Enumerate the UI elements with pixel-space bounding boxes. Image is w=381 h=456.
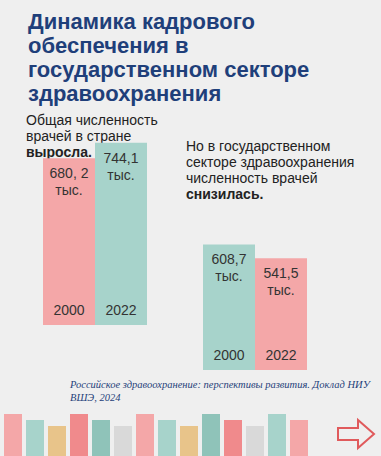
svg-text:744,1тыс.: 744,1тыс.: [103, 150, 138, 183]
svg-text:541,5тыс.: 541,5тыс.: [263, 265, 298, 298]
html-text:снизилась.: снизилась.: [186, 186, 264, 202]
svg-text:2000: 2000: [53, 302, 84, 318]
html-text:Общая численность врачей в стр: Общая численность врачей в стране: [26, 112, 158, 144]
html-text:Но в государственном секторе з: Но в государственном секторе здравоохран…: [186, 138, 355, 186]
svg-text:2000: 2000: [213, 347, 244, 363]
svg-text:2022: 2022: [105, 302, 136, 318]
svg-text:680, 2тыс.: 680, 2тыс.: [50, 165, 89, 198]
html-text:Российское здравоохранение: пе: Российское здравоохранение: перспективы …: [70, 379, 370, 403]
svg-text:608,7тыс.: 608,7тыс.: [211, 251, 246, 284]
html-text:Динамика кадрового обеспечения: Динамика кадрового обеспечения в государ…: [28, 9, 310, 106]
html-text:выросла.: выросла.: [26, 144, 92, 160]
svg-text:2022: 2022: [265, 347, 296, 363]
